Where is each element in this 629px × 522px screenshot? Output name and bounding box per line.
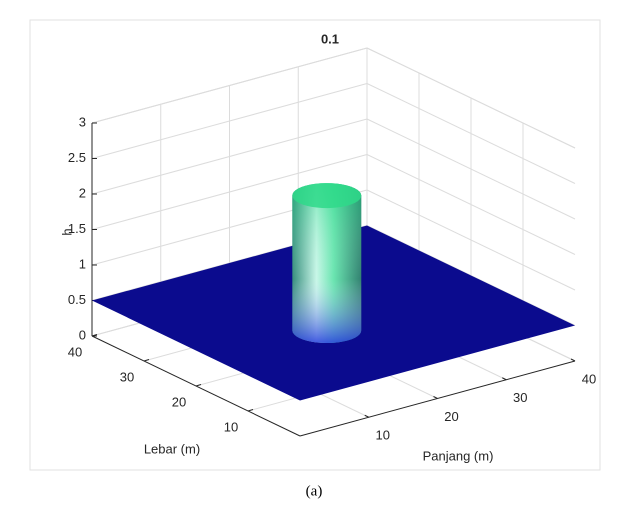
chart-title: 0.1: [321, 31, 339, 46]
y-tick-label: 10: [224, 419, 238, 434]
y-tick: [195, 384, 202, 387]
z-tick-label: 2.5: [68, 150, 86, 165]
z-tick-label: 3: [79, 114, 86, 129]
y-tick: [91, 334, 98, 337]
z-tick-label: 0.5: [68, 292, 86, 307]
x-tick: [502, 377, 507, 381]
y-axis-label: Lebar (m): [144, 441, 200, 456]
x-tick: [570, 358, 576, 362]
peak-column-shade: [292, 183, 362, 343]
caption: (a): [306, 483, 323, 499]
y-tick: [247, 409, 254, 412]
x-axis-label: Panjang (m): [423, 448, 494, 463]
y-tick-label: 30: [120, 369, 134, 384]
x-tick-label: 10: [376, 428, 390, 443]
x-tick: [364, 414, 369, 418]
z-tick-label: 1: [79, 256, 86, 271]
box-edge: [91, 47, 368, 124]
y-tick-label: 20: [172, 394, 186, 409]
x-tick-label: 20: [444, 409, 458, 424]
z-tick-label: 2: [79, 185, 86, 200]
x-tick: [433, 396, 438, 399]
x-tick-label: 40: [582, 371, 596, 386]
z-axis-label: h: [59, 228, 74, 235]
box-edge: [366, 47, 576, 149]
z-tick-label: 0: [79, 327, 86, 342]
y-tick: [143, 359, 150, 362]
x-tick-label: 30: [513, 390, 527, 405]
peak-cap: [292, 183, 362, 209]
z-tick-label: 1.5: [68, 221, 86, 236]
y-tick-label: 40: [68, 344, 82, 359]
